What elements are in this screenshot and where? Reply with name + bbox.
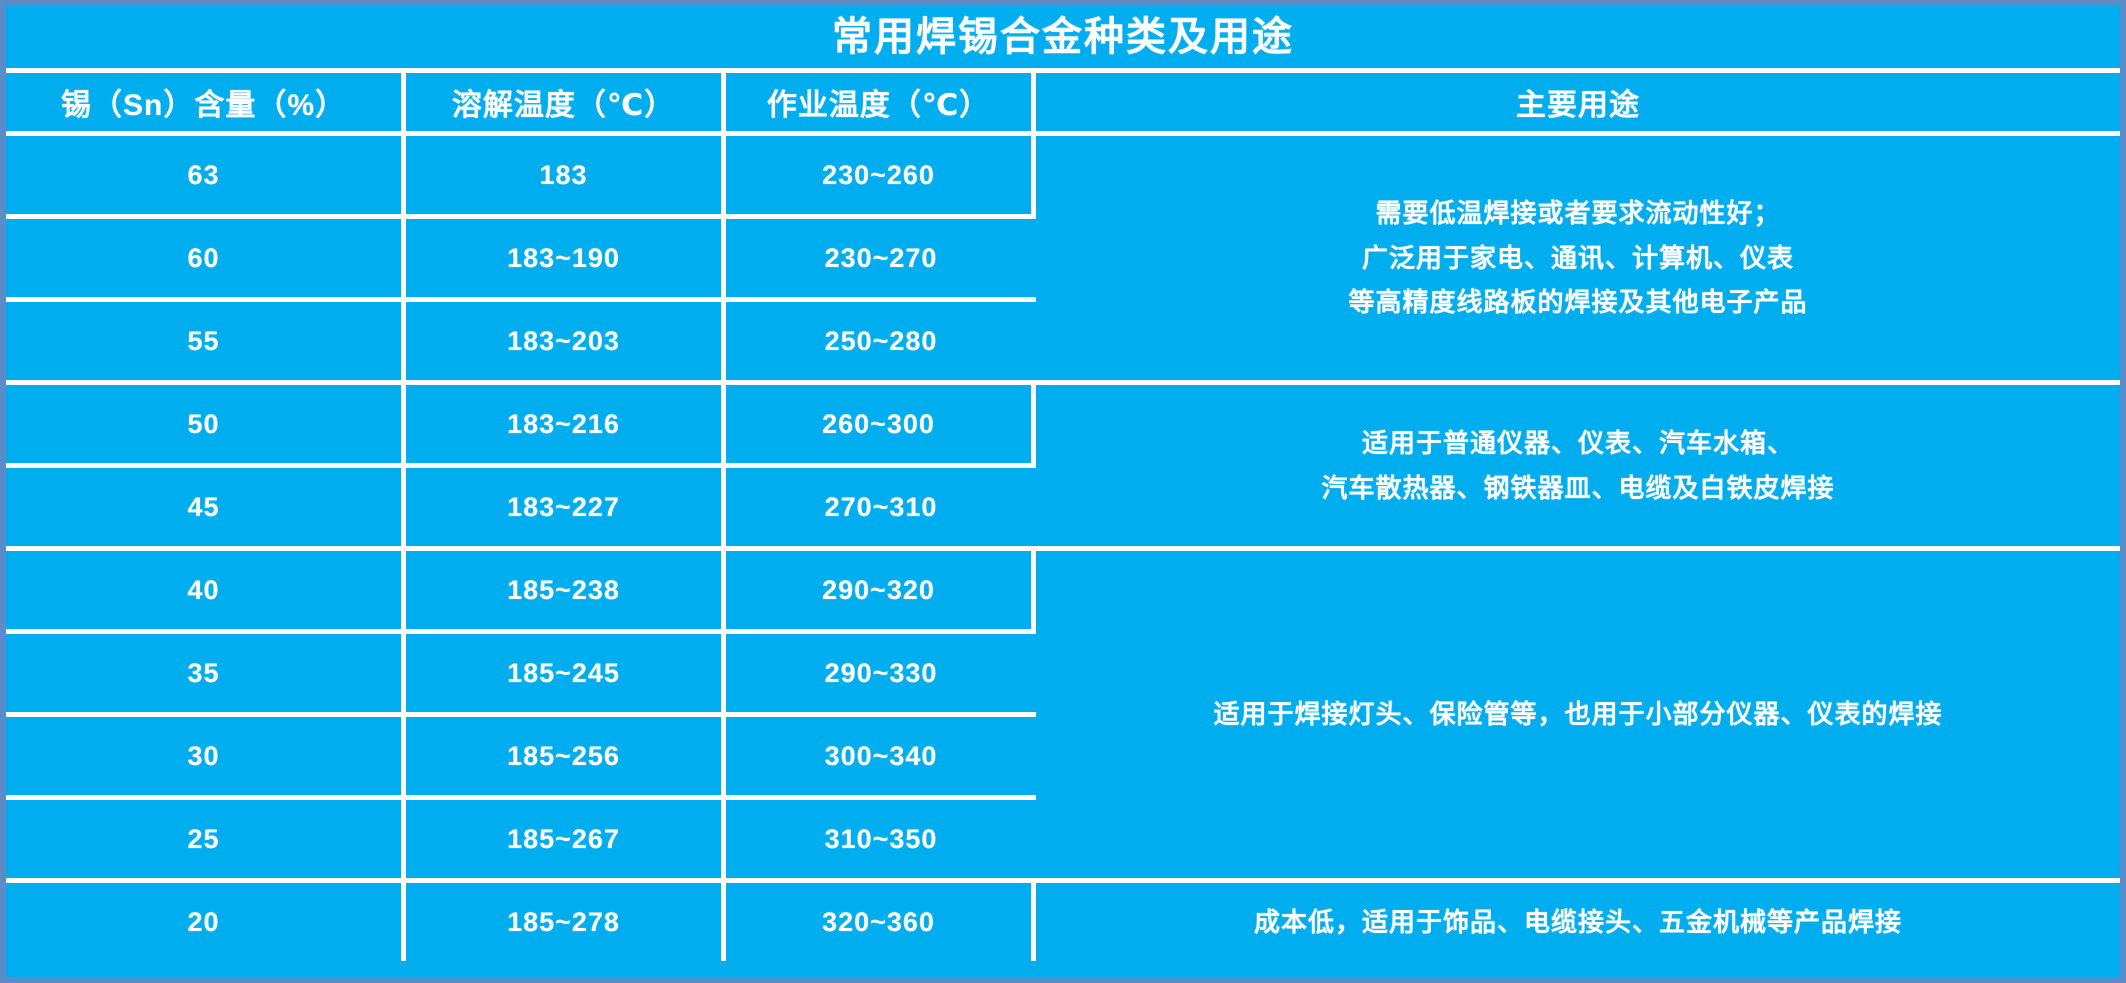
use-line: 适用于普通仪器、仪表、汽车水箱、	[1361, 427, 1794, 458]
table-title-band: 常用焊锡合金种类及用途	[6, 6, 2120, 68]
cell-sn-content: 35	[6, 629, 406, 712]
cell-melt-temp: 185~278	[406, 878, 726, 961]
cell-work-temp: 290~320	[726, 546, 1036, 629]
cell-sn-content: 55	[6, 297, 406, 380]
cell-main-use: 适用于普通仪器、仪表、汽车水箱、 汽车散热器、钢铁器皿、电缆及白铁皮焊接	[1036, 380, 2120, 546]
solder-alloy-table: 锡（Sn）含量（%） 溶解温度（℃） 作业温度（℃） 主要用途 63 183 2…	[6, 68, 2120, 961]
use-line: 汽车散热器、钢铁器皿、电缆及白铁皮焊接	[1321, 472, 1835, 503]
table-header-row: 锡（Sn）含量（%） 溶解温度（℃） 作业温度（℃） 主要用途	[6, 68, 2120, 131]
cell-melt-temp: 183~203	[406, 297, 726, 380]
cell-sn-content: 63	[6, 131, 406, 214]
table-row: 30 185~256 300~340	[6, 712, 2120, 795]
table-row: 20 185~278 320~360 成本低，适用于饰品、电缆接头、五金机械等产…	[6, 878, 2120, 961]
table-row: 45 183~227 270~310	[6, 463, 2120, 546]
cell-sn-content: 60	[6, 214, 406, 297]
cell-work-temp: 290~330	[726, 629, 1036, 712]
use-line: 需要低温焊接或者要求流动性好；	[1375, 197, 1781, 228]
cell-work-temp: 260~300	[726, 380, 1036, 463]
table-row: 63 183 230~260 需要低温焊接或者要求流动性好； 广泛用于家电、通讯…	[6, 131, 2120, 380]
cell-sn-content: 30	[6, 712, 406, 795]
table-row: 25 185~267 310~350	[6, 795, 2120, 878]
column-header-main-use: 主要用途	[1036, 68, 2120, 131]
cell-sn-content: 45	[6, 463, 406, 546]
table-header: 锡（Sn）含量（%） 溶解温度（℃） 作业温度（℃） 主要用途	[6, 68, 2120, 131]
use-line: 适用于焊接灯头、保险管等，也用于小部分仪器、仪表的焊接	[1213, 699, 1943, 730]
use-line: 广泛用于家电、通讯、计算机、仪表	[1361, 242, 1794, 273]
cell-work-temp: 320~360	[726, 878, 1036, 961]
cell-sn-content: 20	[6, 878, 406, 961]
cell-melt-temp: 185~245	[406, 629, 726, 712]
cell-work-temp: 270~310	[726, 463, 1036, 546]
cell-melt-temp: 185~256	[406, 712, 726, 795]
table-row: 55 183~203 250~280	[6, 297, 2120, 380]
cell-melt-temp: 185~238	[406, 546, 726, 629]
table-row: 50 183~216 260~300 适用于普通仪器、仪表、汽车水箱、 汽车散热…	[6, 380, 2120, 546]
table-row: 35 185~245 290~330	[6, 629, 2120, 712]
table-row: 40 185~238 290~320 适用于焊接灯头、保险管等，也用于小部分仪器…	[6, 546, 2120, 878]
column-header-work-temp: 作业温度（℃）	[726, 68, 1036, 131]
table-body: 63 183 230~260 需要低温焊接或者要求流动性好； 广泛用于家电、通讯…	[6, 131, 2120, 961]
cell-melt-temp: 183~190	[406, 214, 726, 297]
cell-main-use: 需要低温焊接或者要求流动性好； 广泛用于家电、通讯、计算机、仪表 等高精度线路板…	[1036, 131, 2120, 380]
cell-sn-content: 50	[6, 380, 406, 463]
table-row: 60 183~190 230~270	[6, 214, 2120, 297]
use-line: 等高精度线路板的焊接及其他电子产品	[1348, 287, 1808, 318]
cell-sn-content: 25	[6, 795, 406, 878]
cell-sn-content: 40	[6, 546, 406, 629]
cell-work-temp: 230~270	[726, 214, 1036, 297]
cell-melt-temp: 183~227	[406, 463, 726, 546]
cell-work-temp: 300~340	[726, 712, 1036, 795]
column-header-sn-content: 锡（Sn）含量（%）	[6, 68, 406, 131]
page-title: 常用焊锡合金种类及用途	[832, 15, 1294, 59]
cell-melt-temp: 183	[406, 131, 726, 214]
cell-work-temp: 310~350	[726, 795, 1036, 878]
use-line: 成本低，适用于饰品、电缆接头、五金机械等产品焊接	[1253, 906, 1902, 937]
cell-main-use: 适用于焊接灯头、保险管等，也用于小部分仪器、仪表的焊接	[1036, 546, 2120, 878]
column-header-melt-temp: 溶解温度（℃）	[406, 68, 726, 131]
cell-main-use: 成本低，适用于饰品、电缆接头、五金机械等产品焊接	[1036, 878, 2120, 961]
cell-work-temp: 250~280	[726, 297, 1036, 380]
cell-melt-temp: 185~267	[406, 795, 726, 878]
cell-work-temp: 230~260	[726, 131, 1036, 214]
cell-melt-temp: 183~216	[406, 380, 726, 463]
